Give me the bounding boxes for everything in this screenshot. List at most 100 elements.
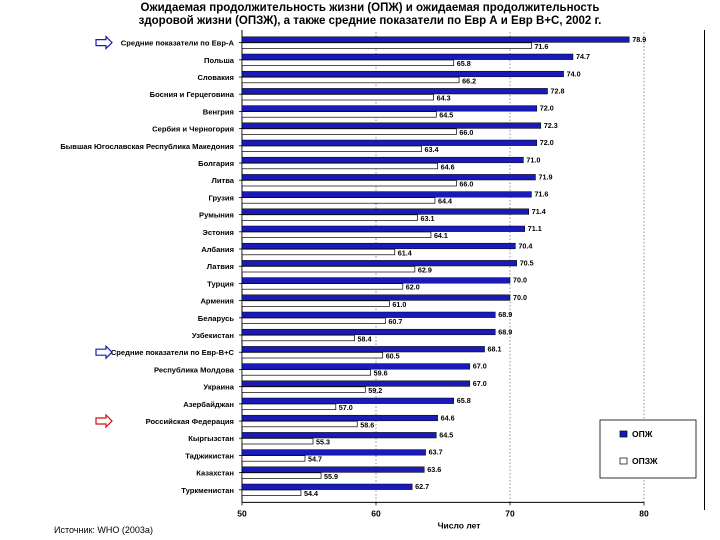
highlight-arrow-icon (95, 35, 113, 51)
bar-value-label: 59.6 (374, 369, 388, 378)
category-label: Туркменистан (181, 486, 234, 495)
category-label: Словакия (197, 73, 234, 82)
bar-opzh (241, 139, 538, 146)
bar-opzh (241, 380, 471, 387)
bar-opzh (241, 242, 516, 250)
bar-value-label: 54.7 (308, 455, 322, 464)
bar-value-label: 64.1 (434, 231, 448, 240)
legend-label: ОПЗЖ (632, 456, 658, 466)
bar-opzzh (241, 145, 422, 152)
bar-value-label: 58.4 (358, 334, 372, 343)
legend-box (599, 419, 697, 479)
bar-opzh (241, 260, 517, 267)
category-label: Украина (203, 383, 234, 392)
bar-value-label: 63.1 (421, 214, 435, 223)
bar-opzzh (241, 334, 355, 342)
chart-title: Ожидаемая продолжительность жизни (ОПЖ) … (60, 2, 680, 28)
bar-value-label: 68.9 (498, 310, 512, 319)
bar-value-label: 71.6 (534, 42, 548, 51)
bar-opzh (241, 191, 532, 198)
bar-opzzh (241, 489, 302, 496)
bar-value-label: 64.6 (441, 162, 455, 171)
bar-opzzh (241, 403, 337, 410)
bar-value-label: 71.0 (526, 155, 540, 164)
category-label: Венгрия (203, 107, 234, 116)
category-label: Кыргызстан (188, 434, 234, 443)
bar-opzzh (241, 94, 434, 101)
bar-opzzh (241, 162, 438, 170)
legend-label: ОПЖ (632, 429, 653, 439)
bar-value-label: 71.9 (538, 173, 552, 182)
bar-opzzh (241, 420, 358, 428)
bar-opzh (241, 414, 438, 422)
category-label: Армения (200, 297, 234, 306)
bar-value-label: 64.5 (439, 431, 453, 440)
bar-value-label: 71.6 (534, 190, 548, 199)
category-label: Латвия (207, 262, 234, 271)
bar-opzh (241, 363, 471, 370)
bar-opzh (241, 432, 437, 439)
category-label: Узбекистан (192, 331, 234, 340)
bar-value-label: 64.6 (441, 413, 455, 422)
bar-opzzh (241, 180, 457, 187)
bar-value-label: 57.0 (339, 403, 353, 412)
bar-value-label: 70.4 (518, 241, 532, 250)
x-tick-label: 70 (505, 508, 515, 518)
bar-value-label: 66.0 (459, 128, 473, 137)
category-label: Российская Федерация (146, 417, 234, 426)
category-label: Средние показатели по Евр-А (121, 39, 235, 48)
bar-opzzh (241, 386, 366, 393)
bar-value-label: 65.8 (457, 59, 471, 68)
bar-opzh (241, 70, 564, 78)
bar-value-label: 61.0 (392, 300, 406, 309)
category-label: Бывшая Югославская Республика Македония (60, 142, 234, 151)
bar-opzzh (241, 214, 418, 221)
bar-opzh (241, 277, 511, 284)
bar-opzh (241, 105, 538, 112)
highlight-arrow-icon (95, 413, 113, 429)
bar-value-label: 72.0 (540, 104, 554, 113)
bar-value-label: 72.3 (544, 121, 558, 130)
bar-value-label: 71.1 (528, 224, 542, 233)
category-label: Литва (211, 176, 234, 185)
category-label: Эстония (202, 228, 234, 237)
category-label: Албания (201, 245, 234, 254)
category-label: Республика Молдова (154, 365, 235, 374)
bar-value-label: 60.5 (386, 352, 400, 361)
bar-opzzh (241, 76, 460, 84)
bar-value-label: 54.4 (304, 489, 318, 498)
bar-opzh (241, 311, 496, 318)
bar-opzh (241, 174, 536, 181)
bar-value-label: 72.0 (540, 138, 554, 147)
bar-opzh (241, 294, 511, 301)
bar-value-label: 68.1 (488, 345, 502, 354)
bar-opzh (241, 328, 496, 336)
bar-opzh (241, 36, 630, 43)
bar-opzh (241, 449, 426, 456)
category-label: Средние показатели по Евр-В+С (111, 348, 235, 357)
bar-opzzh (241, 231, 432, 238)
category-label: Казахстан (196, 469, 234, 478)
bar-value-label: 58.6 (360, 420, 374, 429)
category-label: Беларусь (198, 314, 235, 323)
category-label: Босния и Герцеговина (150, 90, 235, 99)
category-label: Таджикистан (185, 451, 234, 460)
bar-value-label: 70.0 (513, 276, 527, 285)
bar-value-label: 72.8 (551, 87, 565, 96)
bar-opzzh (241, 455, 306, 462)
bar-value-label: 68.9 (498, 327, 512, 336)
bar-opzh (241, 397, 454, 404)
bar-opzzh (241, 59, 455, 66)
bar-value-label: 70.5 (520, 259, 534, 268)
bar-opzzh (241, 42, 532, 49)
bar-opzzh (241, 317, 386, 324)
bar-opzh (241, 483, 413, 490)
bar-opzzh (241, 283, 404, 290)
bar-value-label: 66.0 (459, 180, 473, 189)
bar-opzzh (241, 438, 314, 445)
bar-value-label: 70.0 (513, 293, 527, 302)
legend-swatch (619, 430, 628, 438)
category-label: Болгария (198, 159, 234, 168)
category-label: Азербайджан (183, 400, 234, 409)
category-label: Грузия (208, 193, 234, 202)
